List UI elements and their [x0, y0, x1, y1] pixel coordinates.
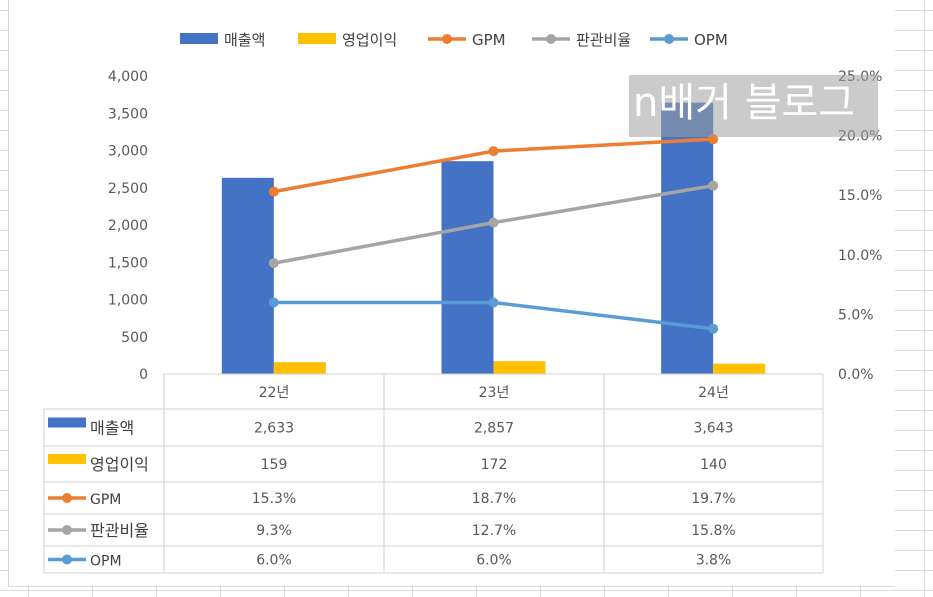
table-cell: 6.0%	[476, 553, 512, 569]
category-label: 22년	[259, 385, 290, 401]
table-row-label: OPM	[90, 554, 122, 570]
table-cell: 19.7%	[691, 491, 735, 507]
table-cell: 172	[481, 457, 508, 473]
legend-label: 판관비율	[576, 31, 631, 49]
table-cell: 9.3%	[256, 523, 292, 539]
y-left-tick-label: 4,000	[108, 69, 148, 85]
table-cell: 18.7%	[472, 491, 516, 507]
y-left-tick-label: 500	[121, 330, 148, 346]
table-cell: 15.8%	[691, 523, 735, 539]
table-cell: 6.0%	[256, 553, 292, 569]
legend-swatch-영업이익	[298, 33, 336, 44]
table-row-label: 매출액	[90, 419, 134, 438]
category-label: 24년	[698, 385, 729, 401]
legend-label: OPM	[694, 31, 728, 49]
table-cell: 3,643	[693, 421, 733, 437]
bar-매출액	[221, 177, 274, 374]
point-판관비율	[708, 180, 719, 191]
table-cell: 3.8%	[696, 553, 732, 569]
bar-영업이익	[493, 361, 546, 374]
bar-매출액	[441, 161, 494, 374]
y-right-tick-label: 10.0%	[838, 248, 882, 264]
table-key-매출액	[48, 417, 86, 428]
bar-영업이익	[273, 362, 326, 374]
y-right-tick-label: 5.0%	[838, 307, 874, 323]
point-GPM	[488, 146, 499, 157]
y-right-tick-label: 15.0%	[838, 188, 882, 204]
point-OPM	[708, 323, 719, 334]
table-cell: 159	[261, 457, 288, 473]
table-row-label: 영업이익	[90, 455, 149, 474]
category-label: 23년	[479, 385, 510, 401]
table-cell: 15.3%	[252, 491, 296, 507]
y-left-tick-label: 0	[139, 367, 148, 383]
point-판관비율	[488, 217, 499, 228]
table-key-marker-판관비율	[62, 525, 72, 535]
legend-marker-판관비율	[546, 34, 556, 44]
table-cell: 2,633	[254, 421, 294, 437]
legend-marker-GPM	[442, 34, 452, 44]
point-OPM	[488, 297, 499, 308]
y-left-tick-label: 1,500	[108, 255, 148, 271]
legend-label: 영업이익	[342, 31, 397, 49]
y-left-tick-label: 1,000	[108, 293, 148, 309]
point-OPM	[268, 297, 279, 308]
bar-영업이익	[713, 363, 766, 374]
table-cell: 2,857	[474, 421, 514, 437]
table-row-label: GPM	[90, 492, 121, 508]
y-right-tick-label: 0.0%	[838, 367, 874, 383]
y-left-tick-label: 3,500	[108, 106, 148, 122]
y-left-tick-label: 2,500	[108, 181, 148, 197]
y-left-tick-label: 3,000	[108, 144, 148, 160]
watermark: n배거 블로그	[629, 75, 878, 137]
table-row-label: 판관비율	[90, 521, 149, 540]
legend-label: GPM	[472, 31, 506, 49]
legend-swatch-매출액	[180, 33, 218, 44]
y-left-tick-label: 2,000	[108, 218, 148, 234]
point-판관비율	[268, 258, 279, 269]
point-GPM	[268, 186, 279, 197]
legend-marker-OPM	[664, 34, 674, 44]
table-key-영업이익	[48, 454, 86, 464]
table-cell: 140	[700, 457, 727, 473]
legend-label: 매출액	[224, 31, 265, 49]
table-key-marker-GPM	[62, 493, 72, 503]
table-key-marker-OPM	[62, 554, 72, 565]
table-cell: 12.7%	[472, 523, 516, 539]
